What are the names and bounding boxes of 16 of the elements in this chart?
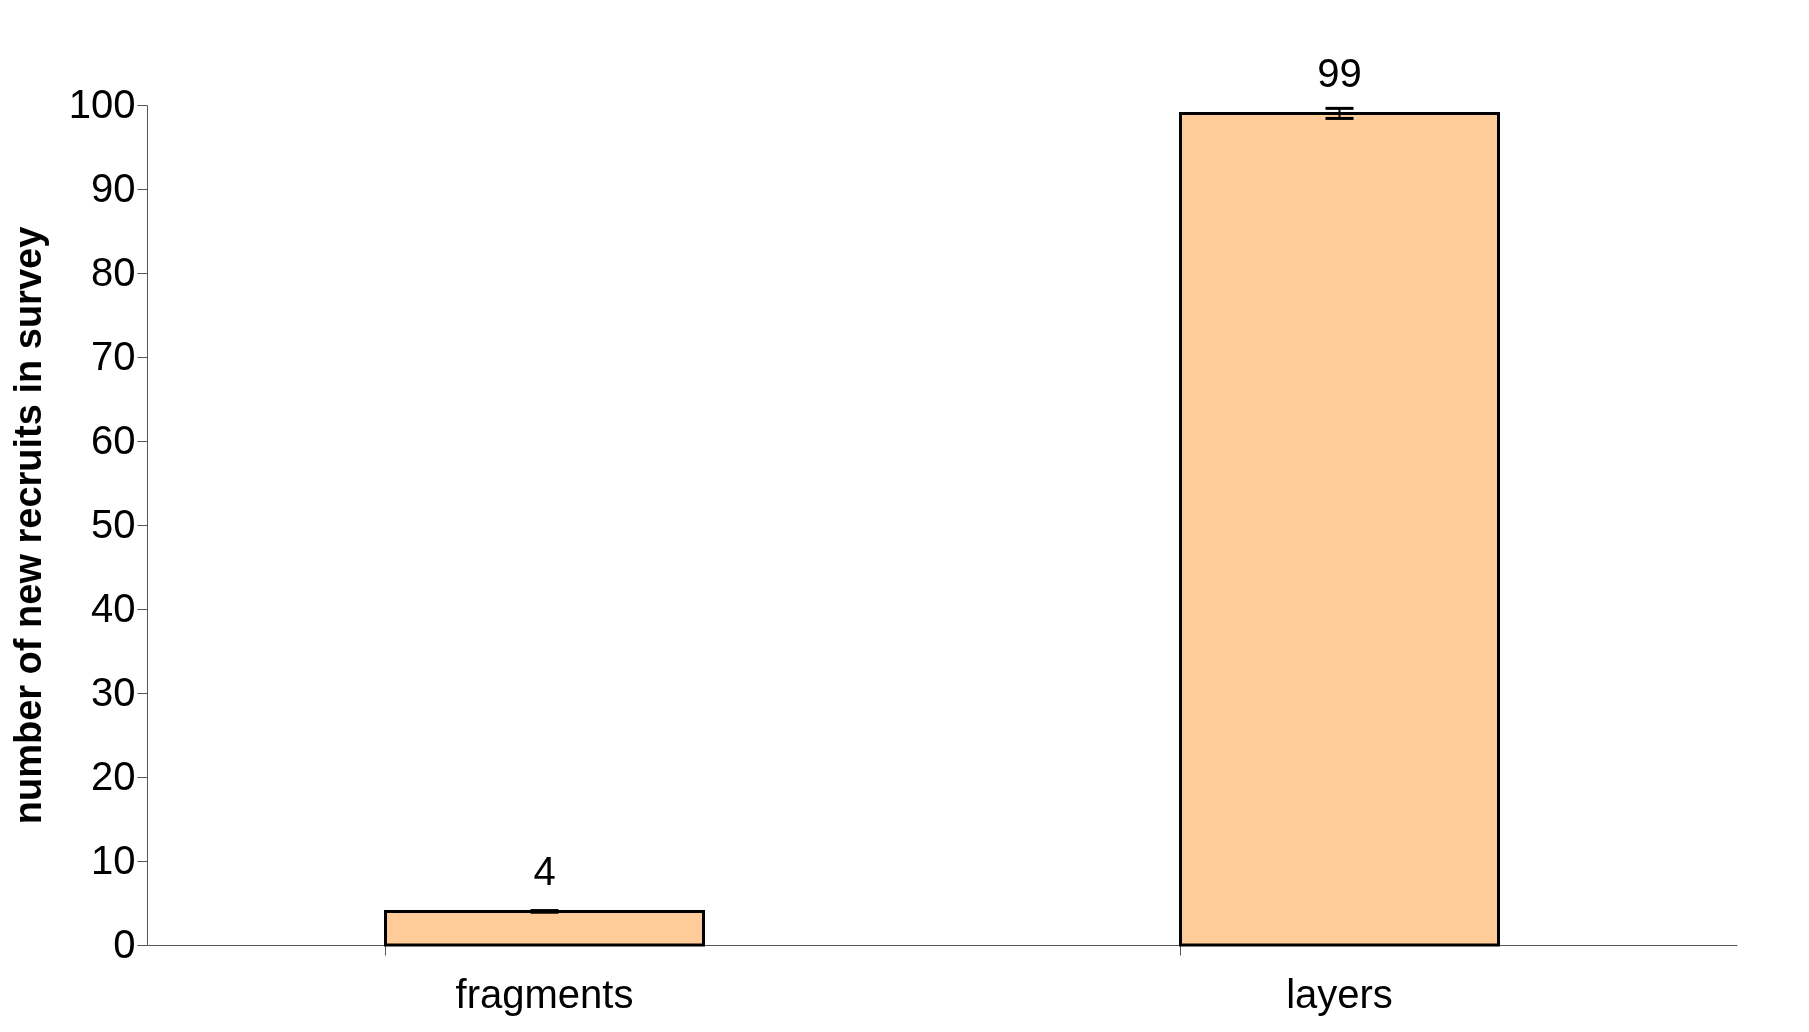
- data-label: 4: [533, 849, 556, 894]
- y-tick-label: 20: [91, 753, 136, 798]
- y-tick-label: 40: [91, 585, 136, 630]
- y-tick-label: 60: [91, 417, 136, 462]
- data-label: 99: [1317, 51, 1362, 96]
- y-tick-label: 30: [91, 669, 136, 714]
- y-tick-label: 0: [113, 921, 136, 966]
- y-tick-label: 100: [68, 81, 136, 126]
- y-tick-label: 70: [91, 333, 136, 378]
- y-tick-label: 90: [91, 165, 136, 210]
- y-tick-label: 50: [91, 501, 136, 546]
- y-axis-title: number of new recruits in survey: [6, 226, 49, 825]
- y-tick-label: 80: [91, 249, 136, 294]
- x-tick-label: layers: [1286, 971, 1393, 1016]
- x-tick-label: fragments: [455, 971, 634, 1016]
- y-tick-label: 10: [91, 837, 136, 882]
